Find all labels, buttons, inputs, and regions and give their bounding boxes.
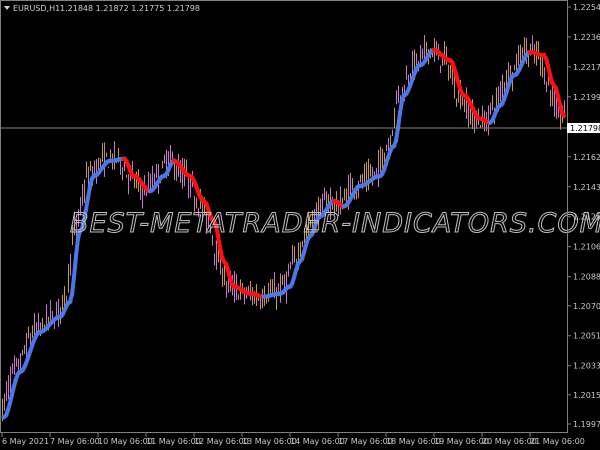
price-tick-label: 1.21065 [573,243,600,252]
price-tick-label: 1.22360 [573,33,600,42]
time-tick-label: 17 May 06:00 [338,437,393,446]
time-tick-label: 13 May 06:00 [242,437,297,446]
price-tick-label: 1.21620 [573,153,600,162]
current-price-label: 1.21798 [570,124,600,133]
price-axis[interactable]: 1.22545 1.22360 1.22175 1.21990 1.21620 1.214… [567,3,600,429]
time-tick-label: 11 May 06:00 [146,437,201,446]
ma-segment [215,233,223,250]
price-tick-label: 1.20150 [573,391,600,400]
time-tick-label: 7 May 06:00 [50,437,100,446]
price-tick-label: 1.20330 [573,362,600,371]
price-tick-label: 1.20700 [573,302,600,311]
symbol-label: EURUSD,H1 [13,4,60,13]
time-tick-label: 20 May 06:00 [482,437,537,446]
indicator-ma-line [1,47,567,421]
price-tick-label: 1.20515 [573,332,600,341]
price-tick-label: 1.22545 [573,3,600,12]
time-tick-label: 21 May 06:00 [530,437,585,446]
price-tick-label: 1.20880 [573,273,600,282]
ohlc-values: 1.21848 1.21872 1.21775 1.21798 [60,4,200,13]
price-tick-label: 1.21990 [573,93,600,102]
symbol-header: EURUSD,H1 1.21848 1.21872 1.21775 1.2179… [4,4,200,13]
time-tick-label: 12 May 06:00 [194,437,249,446]
ma-segment [393,125,401,143]
price-tick-label: 1.19970 [573,420,600,429]
time-tick-label: 10 May 06:00 [98,437,153,446]
time-tick-label: 6 May 2021 [2,437,49,446]
price-tick-label: 1.22175 [573,63,600,72]
time-tick-label: 19 May 06:00 [434,437,489,446]
time-tick-label: 14 May 06:00 [290,437,345,446]
watermark: BEST-METATRADER-INDICATORS.COM [70,208,600,239]
ma-segment [71,253,79,280]
dropdown-triangle-icon[interactable] [4,6,10,10]
price-tick-label: 1.21250 [573,213,600,222]
current-price-tag: 1.21798 [567,122,600,133]
time-tick-label: 18 May 06:00 [386,437,441,446]
price-tick-label: 1.21435 [573,183,600,192]
ma-segment [559,109,567,119]
ma-segment [397,98,405,116]
ma-segment [69,274,77,297]
ma-segment [73,236,81,259]
ma-segment [395,110,403,131]
